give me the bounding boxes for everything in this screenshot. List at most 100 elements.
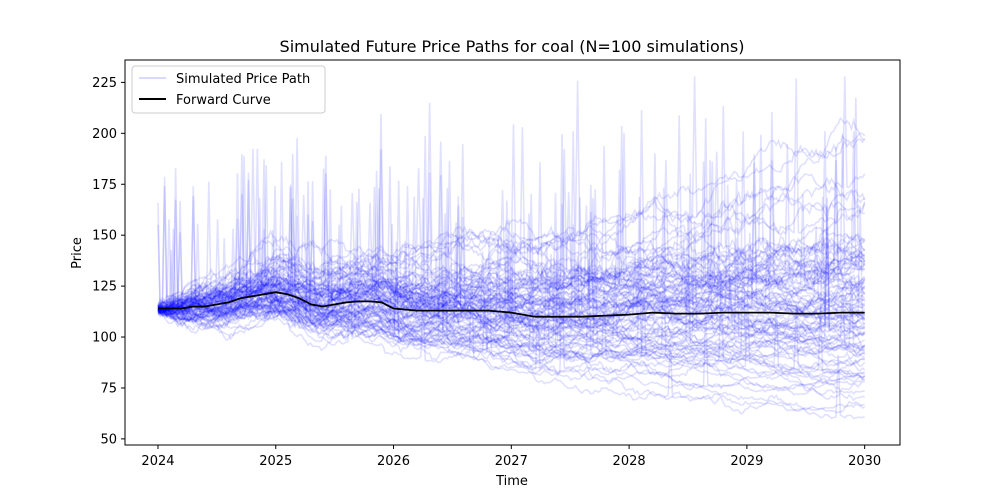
x-tick-label: 2029 <box>730 454 763 469</box>
simulated-price-path <box>157 131 865 309</box>
simulated-price-path <box>157 300 865 393</box>
simulated-price-path <box>157 181 865 343</box>
y-axis-label: Price <box>70 237 85 269</box>
simulated-price-path <box>157 257 866 310</box>
simulated-price-path <box>157 222 866 360</box>
simulated-price-path <box>157 277 865 350</box>
simulated-price-path <box>157 76 865 311</box>
simulated-price-path <box>157 149 866 312</box>
simulated-price-path <box>157 131 866 315</box>
simulated-price-path <box>157 78 865 312</box>
simulated-price-path <box>157 138 866 322</box>
x-axis-label: Time <box>495 474 528 489</box>
legend-box <box>131 65 326 114</box>
x-tick-label: 2027 <box>495 454 528 469</box>
simulated-price-path <box>157 76 866 319</box>
x-tick-label: 2028 <box>613 454 646 469</box>
simulated-price-path <box>157 168 866 336</box>
plot-frame <box>124 59 901 446</box>
y-tick-label: 200 <box>92 127 117 142</box>
simulated-price-path <box>157 200 866 330</box>
simulated-price-path <box>157 269 866 326</box>
simulated-price-path <box>157 148 866 319</box>
simulated-price-path <box>157 258 866 379</box>
simulated-price-path <box>157 153 866 319</box>
simulated-price-path <box>157 180 866 360</box>
simulated-price-path <box>157 205 865 392</box>
simulated-price-path <box>157 143 866 327</box>
simulated-price-path <box>158 159 866 312</box>
simulated-paths-group <box>157 76 866 420</box>
simulated-price-path <box>157 133 865 313</box>
simulated-price-path <box>157 155 866 323</box>
simulated-price-path <box>157 197 866 344</box>
simulated-price-path <box>157 213 865 335</box>
simulated-price-path <box>157 124 865 320</box>
y-tick-label: 175 <box>92 178 117 193</box>
simulated-price-path <box>157 192 866 313</box>
simulated-price-path <box>157 196 866 343</box>
simulated-price-path <box>157 224 865 379</box>
simulated-price-path <box>157 181 865 355</box>
simulated-price-path <box>157 196 866 310</box>
simulated-price-path <box>157 148 866 335</box>
simulated-price-path <box>157 286 866 337</box>
simulated-price-path <box>157 166 866 340</box>
simulated-price-path <box>157 288 865 349</box>
y-tick-label: 150 <box>92 229 117 244</box>
y-tick-label: 125 <box>92 280 117 295</box>
simulated-price-path <box>157 160 866 318</box>
x-tick-label: 2030 <box>848 454 881 469</box>
simulated-price-path <box>157 308 865 420</box>
simulated-price-path <box>157 175 866 342</box>
simulated-price-path <box>157 161 866 323</box>
simulated-price-path <box>157 194 866 327</box>
simulated-price-path <box>157 218 866 324</box>
simulated-price-path <box>157 162 866 316</box>
simulated-price-path <box>157 172 866 358</box>
x-axis: 2024 2025 2026 2027 2028 2029 2030 <box>141 445 881 469</box>
simulated-price-path <box>157 241 866 385</box>
simulated-price-path <box>157 197 866 322</box>
legend: Simulated Price Path Forward Curve <box>131 65 326 114</box>
simulated-price-path <box>157 133 865 311</box>
simulated-price-path <box>157 160 866 322</box>
simulated-price-path <box>157 160 866 339</box>
simulated-price-path <box>157 170 866 346</box>
simulated-price-path <box>157 267 865 412</box>
chart-title: Simulated Future Price Paths for coal (N… <box>280 37 745 56</box>
simulated-price-path <box>157 283 866 352</box>
simulated-price-path <box>157 181 866 309</box>
y-axis: 50 75 100 125 150 175 200 225 <box>92 76 125 447</box>
simulated-price-path <box>157 80 866 314</box>
simulated-price-path <box>157 173 866 334</box>
simulated-price-path <box>157 146 866 319</box>
simulated-price-path <box>157 202 865 402</box>
simulated-price-path <box>157 185 866 325</box>
simulated-price-path <box>157 215 866 414</box>
x-tick-label: 2024 <box>141 454 174 469</box>
simulated-price-path <box>157 298 866 379</box>
simulated-price-path <box>157 215 865 330</box>
simulated-price-path <box>157 200 866 317</box>
y-tick-label: 100 <box>92 331 117 346</box>
forward-curve-group <box>158 291 865 318</box>
x-tick-label: 2026 <box>377 454 410 469</box>
simulated-price-path <box>157 127 866 315</box>
forward-curve-line <box>158 291 865 318</box>
simulated-price-path <box>157 267 865 393</box>
simulated-price-path <box>157 232 866 347</box>
simulated-price-path <box>157 237 866 345</box>
simulated-price-path <box>157 173 866 352</box>
simulated-price-path <box>157 186 865 320</box>
simulated-price-path <box>157 131 865 320</box>
simulated-price-path <box>157 110 865 315</box>
simulated-price-path <box>157 111 865 314</box>
simulated-price-path <box>157 244 866 338</box>
simulated-price-path <box>157 280 866 366</box>
simulated-price-path <box>157 172 866 316</box>
legend-label-forward: Forward Curve <box>176 93 271 108</box>
simulated-price-path <box>157 185 865 362</box>
simulated-price-path <box>157 155 866 354</box>
